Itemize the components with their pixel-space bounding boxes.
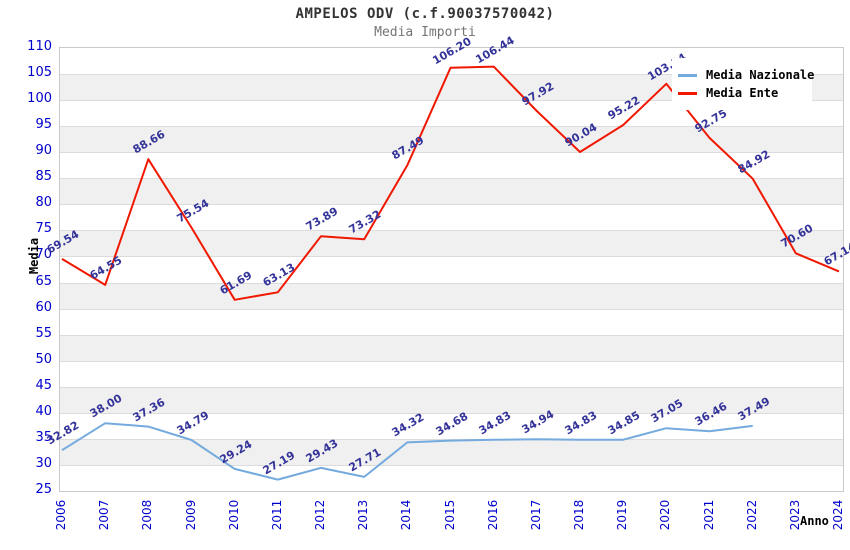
background-band <box>60 360 843 387</box>
gridline <box>60 152 843 154</box>
series-line <box>61 422 753 481</box>
gridline <box>60 386 843 388</box>
y-tick-label: 60 <box>35 299 52 315</box>
x-tick-label: 2014 <box>399 499 414 531</box>
gridline <box>60 178 843 180</box>
series-line <box>61 65 840 301</box>
y-tick-label: 100 <box>27 91 52 107</box>
x-tick-label: 2011 <box>269 499 284 531</box>
x-tick-label: 2007 <box>97 499 112 531</box>
y-axis-title: Media <box>27 237 42 275</box>
x-tick-label: 2018 <box>572 499 586 531</box>
gridline <box>60 282 843 284</box>
legend-label: Media Ente <box>706 86 779 100</box>
background-band <box>60 230 843 257</box>
gridline <box>60 464 843 466</box>
series-lines <box>61 65 840 481</box>
blue-line-swatch-icon <box>678 73 697 77</box>
legend: Media Nazionale Media Ente <box>672 58 815 110</box>
y-tick-label: 70 <box>35 247 52 263</box>
y-tick-label: 35 <box>35 429 52 445</box>
x-tick-label: 2020 <box>658 499 673 531</box>
x-tick-label: 2008 <box>140 499 155 531</box>
x-tick-label: 2012 <box>313 499 327 531</box>
background-band <box>60 126 843 153</box>
background-band <box>60 334 843 361</box>
background-band <box>60 438 843 465</box>
x-tick-label: 2024 <box>831 499 845 531</box>
gridline <box>60 74 843 76</box>
background-band <box>60 386 843 413</box>
gridline <box>60 334 843 336</box>
x-tick-label: 2013 <box>356 499 371 531</box>
legend-label: Media Nazionale <box>706 68 815 82</box>
x-tick-label: 2016 <box>485 499 500 531</box>
gridline <box>60 204 843 206</box>
gridline <box>60 100 843 102</box>
gridline <box>60 412 843 414</box>
gridline <box>60 126 843 128</box>
background-band <box>60 308 843 335</box>
x-tick-label: 2017 <box>528 499 543 531</box>
x-tick-label: 2010 <box>226 499 241 531</box>
gridline <box>60 256 843 258</box>
background-band <box>60 282 843 309</box>
background-band <box>60 178 843 205</box>
background-band <box>60 464 843 491</box>
legend-item-media-ente: Media Ente <box>678 84 812 102</box>
x-axis-title: Anno <box>800 514 829 528</box>
y-tick-label: 85 <box>35 169 52 185</box>
y-tick-label: 75 <box>35 221 52 237</box>
background-band <box>60 256 843 283</box>
y-tick-label: 50 <box>35 351 52 367</box>
chart-title: AMPELOS ODV (c.f.90037570042) <box>295 6 555 22</box>
gridline <box>60 360 843 362</box>
gridline <box>60 438 843 440</box>
legend-item-media-nazionale: Media Nazionale <box>678 66 815 84</box>
x-tick-label: 2021 <box>701 499 716 531</box>
background-band <box>60 152 843 179</box>
y-tick-label: 110 <box>27 39 52 54</box>
x-tick-label: 2006 <box>54 499 68 531</box>
y-tick-label: 65 <box>35 273 52 289</box>
gridline <box>60 308 843 310</box>
y-tick-label: 95 <box>35 117 52 133</box>
x-tick-label: 2015 <box>442 499 457 531</box>
y-tick-label: 30 <box>35 455 52 471</box>
red-line-swatch-icon <box>678 91 697 95</box>
y-tick-label: 25 <box>35 482 52 497</box>
y-tick-label: 45 <box>35 377 52 393</box>
background-band <box>60 412 843 439</box>
y-tick-label: 80 <box>35 195 52 211</box>
x-tick-label: 2019 <box>615 499 630 531</box>
y-tick-label: 90 <box>35 143 52 159</box>
y-tick-label: 55 <box>35 325 52 341</box>
y-tick-label: 40 <box>35 403 52 419</box>
x-tick-label: 2022 <box>744 499 759 531</box>
y-tick-label: 105 <box>27 65 52 81</box>
x-tick-label: 2009 <box>183 499 198 531</box>
gridline <box>60 230 843 232</box>
chart-subtitle: Media Importi <box>374 25 476 40</box>
